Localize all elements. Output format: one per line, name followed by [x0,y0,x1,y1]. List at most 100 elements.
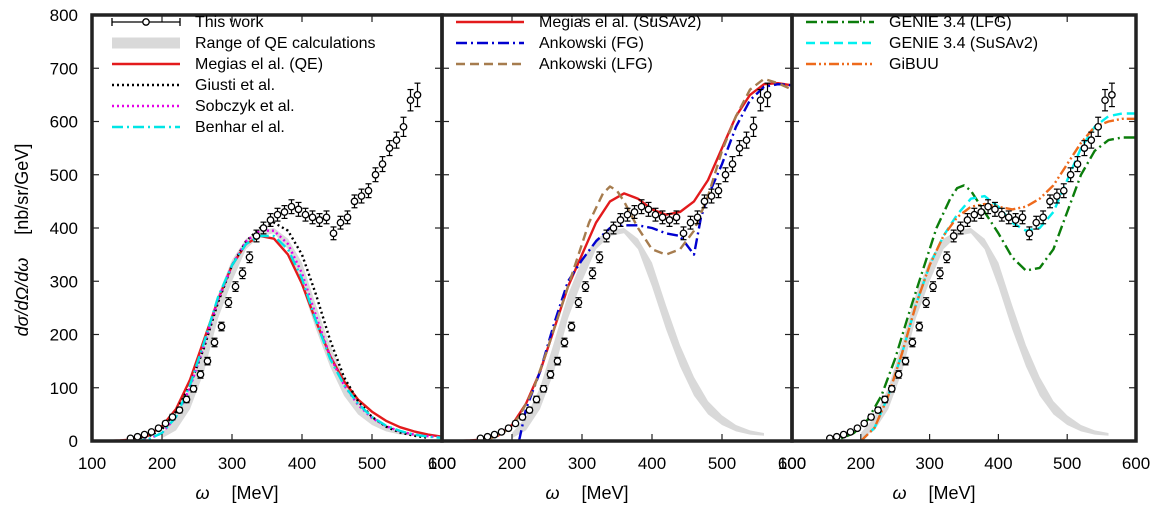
legend-label: Sobczyk et al. [195,98,295,115]
data-point [553,356,562,366]
data-point [308,210,317,225]
series-megias-el-al-susav2- [455,82,792,441]
data-point [539,384,548,393]
legend-item: Benhar el al. [112,119,285,136]
data-point [385,140,394,157]
data-point [832,432,841,441]
legend-item: GENIE 3.4 (SuSAv2) [806,35,1038,52]
panels-group: This work Range of QE calculations Megias … [90,13,1138,443]
data-point [984,199,992,215]
data-point [595,251,604,264]
x-tick-label: 100 [78,454,106,473]
x-tick-label: 200 [498,454,526,473]
data-point [609,221,618,235]
x-axis-label-symbol: ω [195,483,209,503]
data-point [686,215,695,230]
data-point [1087,131,1096,149]
x-tick-label: 600 [778,454,806,473]
data-point [756,88,765,112]
data-points [825,82,1116,441]
data-point [497,428,506,436]
data-point [483,432,492,441]
data-point [700,194,709,209]
svg-text:dσ/dΩ/dω [nb/sr/GeV]: dσ/dΩ/dω [nb/sr/GeV] [12,144,32,337]
data-point [665,213,674,228]
data-point [1080,140,1089,157]
x-tick-label: 300 [915,454,943,473]
legend-item: Megias el al. (QE) [112,56,323,73]
x-tick-label: 500 [708,454,736,473]
data-point [846,428,855,436]
data-point [651,207,660,222]
data-point [1066,167,1075,183]
data-point [147,428,156,436]
panel-3: GENIE 3.4 (LFG) GENIE 3.4 (SuSAv2) GiBUU [790,13,1138,443]
data-point [881,395,889,404]
legend-item: Ankowski (FG) [456,35,644,52]
qe-band [860,228,1109,439]
legend-item: Range of QE calculations [112,35,376,52]
legend-1: This work Range of QE calculations Megias … [111,14,376,136]
data-point [1011,213,1020,228]
x-axis-label-unit: [MeV] [929,483,976,503]
data-point [637,199,646,215]
data-point [287,199,296,215]
x-axis-labels: ω [MeV] ω [MeV] ω [MeV] [195,483,975,503]
data-point [133,432,142,441]
data-point [567,321,576,332]
series-giusti-et-al- [119,221,429,441]
data-point [735,140,744,157]
data-point [616,213,625,228]
x-tick-label: 500 [1053,454,1081,473]
data-point [343,210,352,225]
data-point [224,297,233,308]
data-point [245,251,254,264]
x-tick-label: 400 [638,454,666,473]
data-point [936,267,944,280]
data-point [182,395,191,404]
x-axis-label-symbol: ω [892,483,906,503]
data-point [942,251,951,264]
plot-area-2 [455,77,792,441]
data-point [336,215,345,230]
data-point [721,167,730,183]
data-point [839,430,848,439]
data-points [476,82,772,441]
legend-item: Giusti et al. [112,77,275,94]
data-point [259,221,268,235]
x-axis-label: ω [MeV] [892,483,975,503]
series-ankowski-fg- [517,83,792,441]
data-point [252,229,261,243]
x-tick-label: 400 [288,454,316,473]
panel-1: This work Range of QE calculations Megias … [90,13,444,443]
data-point [887,384,896,393]
data-point [1018,210,1027,225]
legend-item: GiBUU [806,56,939,73]
data-point [329,226,338,241]
data-point [546,370,555,379]
data-point [203,356,212,366]
data-point [977,205,986,220]
legend-item: This work [111,14,264,31]
data-point [874,406,882,414]
y-tick-label: 100 [50,379,78,398]
x-tick-label: 200 [847,454,875,473]
data-point [294,201,303,217]
x-axis-label: ω [MeV] [545,483,628,503]
y-tick-label: 600 [50,113,78,132]
data-point [315,213,324,228]
data-points [126,82,422,441]
x-tick-label: 300 [568,454,596,473]
data-point [728,156,737,173]
data-point [997,207,1006,222]
data-point [658,210,667,225]
data-point [168,413,177,421]
data-point [406,88,415,112]
data-point [991,201,999,217]
y-tick-label: 300 [50,272,78,291]
data-point [574,297,583,308]
y-tick-label: 800 [50,6,78,25]
y-axis-label: dσ/dΩ/dω [nb/sr/GeV] [12,144,32,337]
data-point [280,205,289,220]
